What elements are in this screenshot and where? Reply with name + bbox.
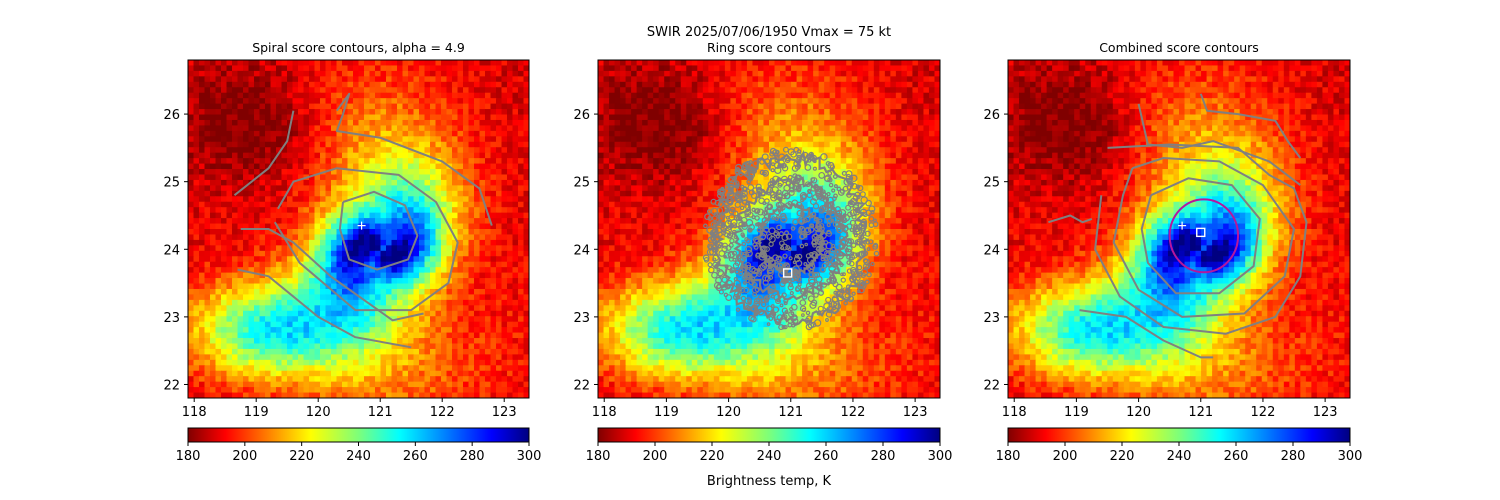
y-tick-label: 24 — [163, 243, 180, 258]
center-plus-marker — [1178, 221, 1187, 230]
colorbar-tick-label: 280 — [1281, 449, 1306, 464]
ring-score-panel: Ring score contours 118 119 120 121 122 123 22 2… — [573, 40, 952, 464]
x-tick-label: 121 — [778, 405, 803, 420]
panel-title: Ring score contours — [707, 40, 831, 55]
x-tick-label: 123 — [492, 405, 517, 420]
overlay — [702, 146, 880, 331]
spiral-score-panel: Spiral score contours, alpha = 4.9 118 119… — [163, 40, 541, 464]
colorbar-tick-label: 240 — [1167, 449, 1192, 464]
center-plus-marker — [357, 221, 366, 230]
x-tick-label: 123 — [903, 405, 928, 420]
colorbar-tick-label: 260 — [814, 449, 839, 464]
score-contour — [338, 190, 419, 271]
colorbar-tick-label: 220 — [289, 449, 314, 464]
score-contour — [233, 110, 295, 196]
y-tick-label: 23 — [983, 311, 1000, 326]
y-tick-label: 24 — [573, 243, 590, 258]
brightness-heatmap — [598, 60, 940, 398]
colorbar-tick-label: 180 — [996, 449, 1021, 464]
score-contour — [1140, 177, 1261, 295]
x-tick-label: 119 — [244, 405, 269, 420]
x-tick-label: 118 — [182, 405, 207, 420]
score-contour — [1079, 309, 1214, 359]
colorbar-tick-label: 240 — [757, 449, 782, 464]
x-tick-label: 118 — [1002, 405, 1027, 420]
score-contour — [1199, 93, 1302, 159]
score-contour — [1112, 157, 1295, 318]
overlay — [233, 92, 493, 349]
ring-contour — [709, 149, 870, 327]
axes-frame — [187, 59, 530, 399]
score-contour — [240, 228, 424, 322]
colorbar-tick-label: 260 — [403, 449, 428, 464]
colorbar-tick-label: 240 — [346, 449, 371, 464]
suptitle: SWIR 2025/07/06/1950 Vmax = 75 kt — [647, 25, 891, 40]
colorbar-tick-label: 220 — [1110, 449, 1135, 464]
x-tick-label: 123 — [1313, 405, 1338, 420]
score-contour — [237, 268, 412, 349]
x-tick-label: 118 — [592, 405, 617, 420]
ring-contour — [732, 176, 849, 301]
panel-title: Combined score contours — [1099, 40, 1259, 55]
ring-score-field — [702, 146, 880, 331]
y-tick-label: 23 — [573, 311, 590, 326]
colorbar — [597, 427, 941, 443]
x-tick-label: 121 — [1188, 405, 1213, 420]
score-contour — [273, 167, 459, 312]
colorbar-tick-label: 300 — [1338, 449, 1363, 464]
colorbar-tick-label: 180 — [586, 449, 611, 464]
colorbar-tick-label: 220 — [700, 449, 725, 464]
y-tick-label: 25 — [983, 176, 1000, 191]
colorbar-tick-label: 260 — [1224, 449, 1249, 464]
y-tick-label: 25 — [163, 176, 180, 191]
x-tick-label: 120 — [716, 405, 741, 420]
colorbar-tick-label: 200 — [1053, 449, 1078, 464]
center-square-marker — [782, 268, 793, 278]
axes-frame — [597, 59, 941, 399]
colorbar-tick-label: 180 — [176, 449, 201, 464]
brightness-heatmap — [188, 60, 529, 398]
y-tick-label: 26 — [573, 108, 590, 123]
x-tick-label: 122 — [430, 405, 455, 420]
y-tick-label: 22 — [983, 378, 1000, 393]
y-tick-label: 24 — [983, 243, 1000, 258]
score-contour — [335, 92, 493, 226]
y-tick-label: 26 — [983, 108, 1000, 123]
y-tick-label: 26 — [163, 108, 180, 123]
axes-frame — [1007, 59, 1351, 399]
y-tick-label: 25 — [573, 176, 590, 191]
x-tick-label: 119 — [1064, 405, 1089, 420]
panel-title: Spiral score contours, alpha = 4.9 — [252, 40, 465, 55]
y-tick-label: 22 — [573, 378, 590, 393]
colorbar-tick-label: 200 — [643, 449, 668, 464]
colorbar — [1007, 427, 1351, 443]
x-tick-label: 121 — [368, 405, 393, 420]
colorbar — [187, 427, 530, 443]
x-tick-label: 122 — [1251, 405, 1276, 420]
y-tick-label: 23 — [163, 311, 180, 326]
colorbar-tick-label: 200 — [232, 449, 257, 464]
y-tick-label: 22 — [163, 378, 180, 393]
x-tick-label: 120 — [1126, 405, 1151, 420]
combined-score-panel: Combined score contours 118 119 120 121 122 12… — [983, 40, 1362, 464]
overlay — [1048, 93, 1308, 359]
x-tick-label: 119 — [654, 405, 679, 420]
colorbar-tick-label: 300 — [928, 449, 953, 464]
center-square-marker — [1196, 227, 1206, 238]
score-contour — [1048, 214, 1093, 224]
ring-contour — [755, 203, 826, 278]
score-contour — [1137, 103, 1301, 186]
center-fix-circle — [1168, 198, 1240, 274]
score-contour — [1094, 143, 1308, 335]
colorbar-tick-label: 280 — [871, 449, 896, 464]
colorbar-tick-label: 300 — [517, 449, 542, 464]
x-tick-label: 122 — [841, 405, 866, 420]
colorbar-tick-label: 280 — [460, 449, 485, 464]
x-tick-label: 120 — [306, 405, 331, 420]
colorbar-label: Brightness temp, K — [707, 474, 832, 489]
